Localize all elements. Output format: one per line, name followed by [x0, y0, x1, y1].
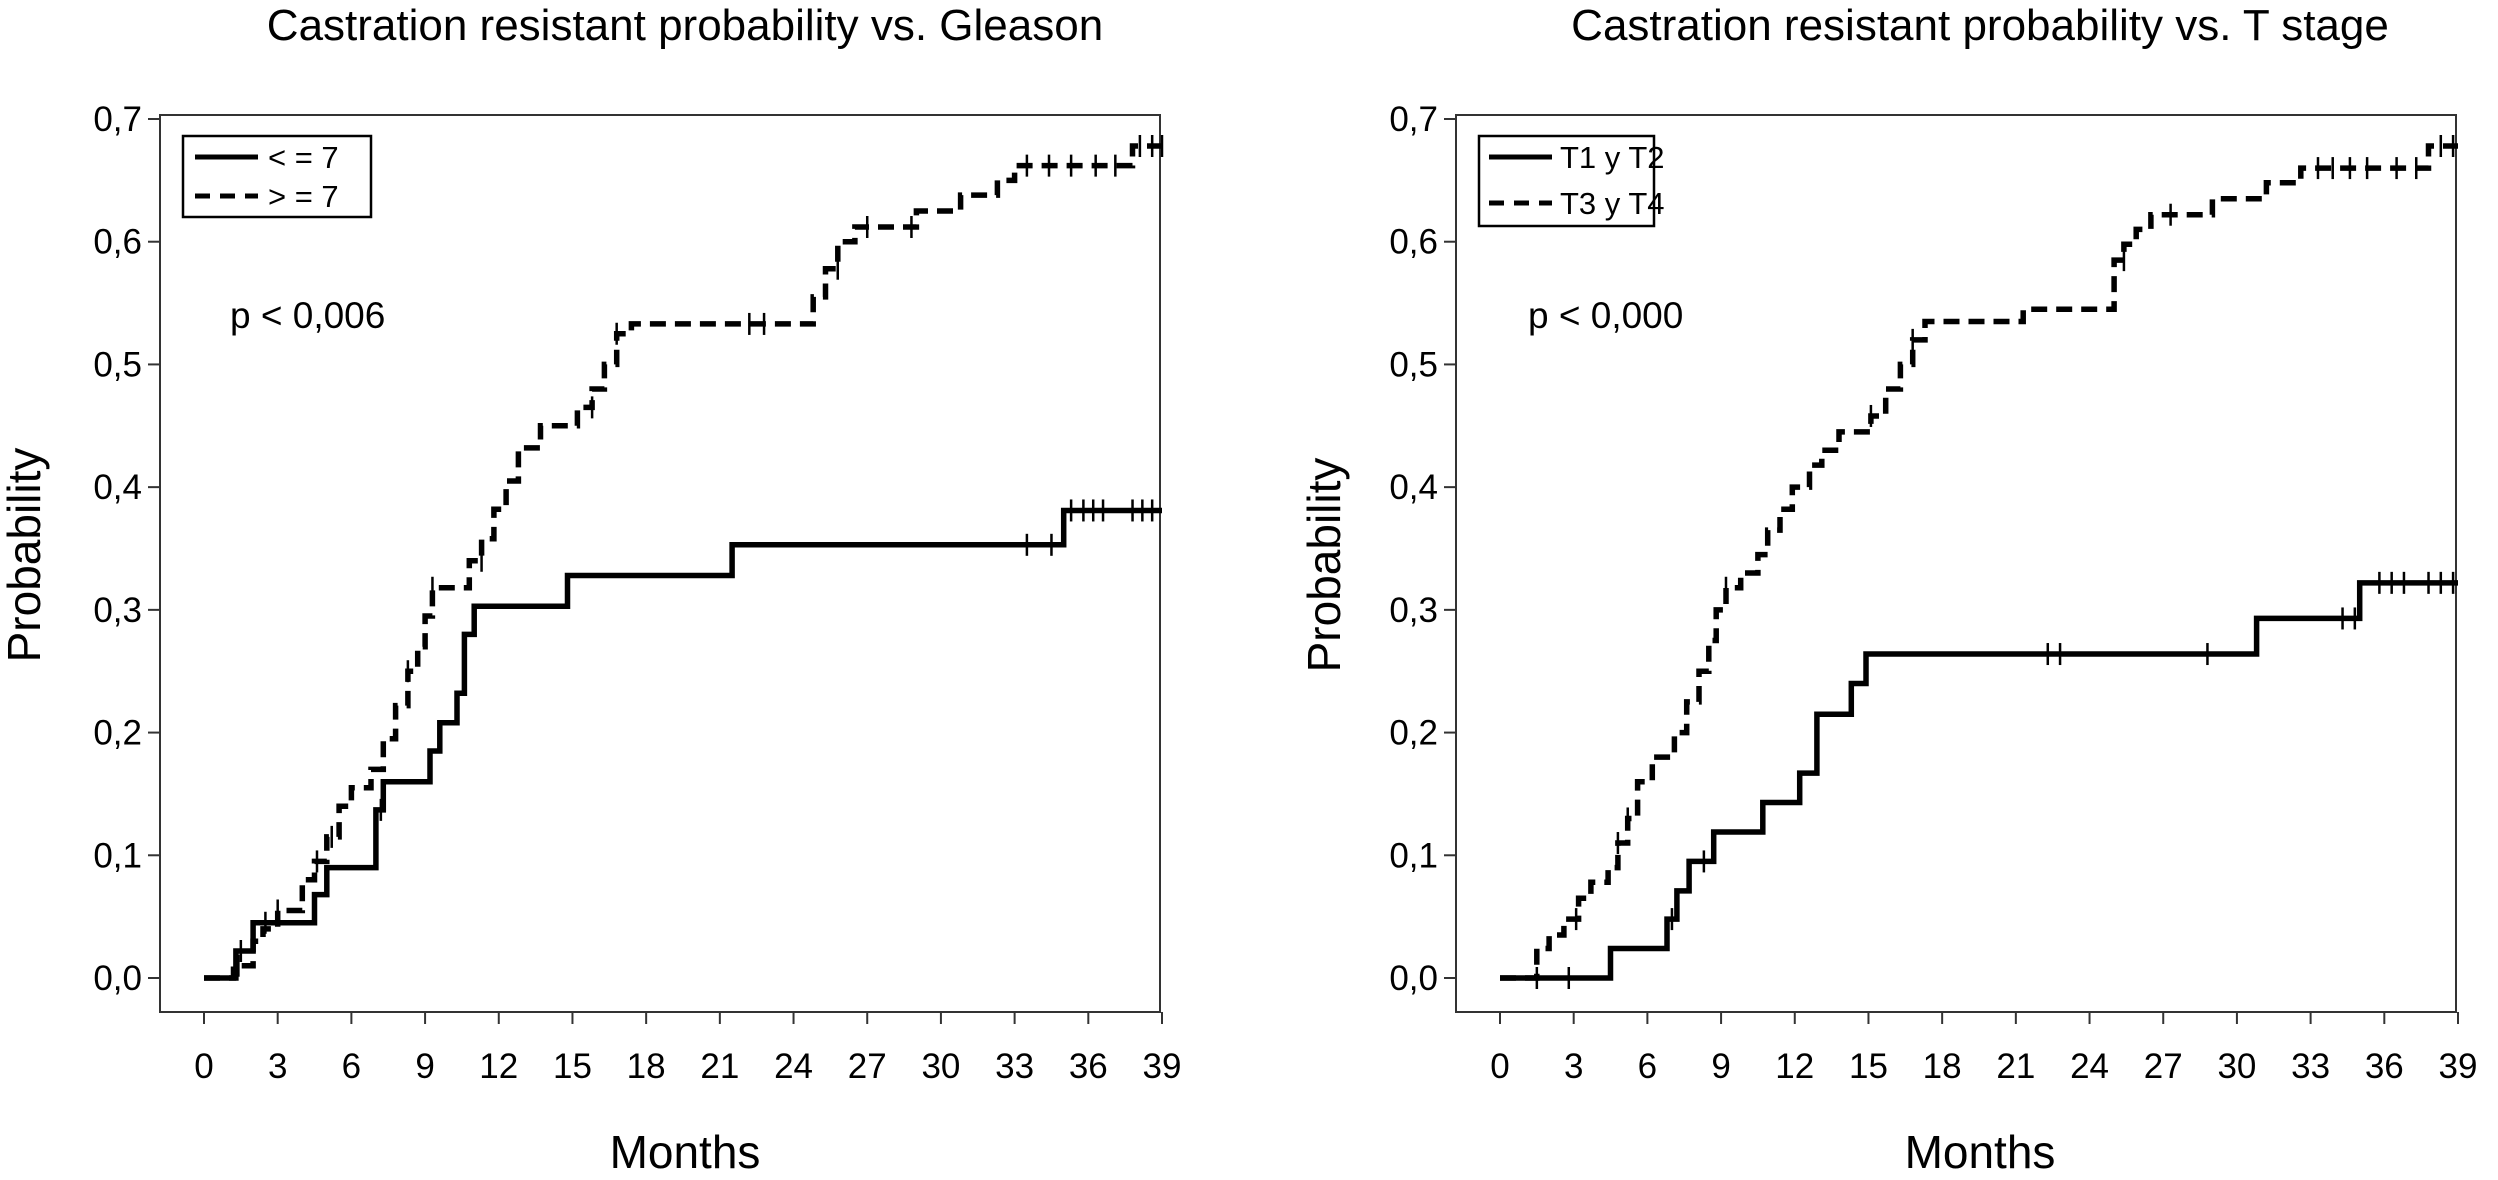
y-tick-label: 0,2 — [93, 714, 142, 753]
chart-title: Castration resistant probability vs. T s… — [1571, 1, 2389, 50]
y-axis: 0,0 0,1 0,2 0,3 0,4 0,5 0,6 0,7 — [93, 100, 160, 998]
x-tick-label: 0 — [1490, 1047, 1509, 1086]
chart-title: Castration resistant probability vs. Gle… — [267, 1, 1103, 50]
x-tick-label: 9 — [415, 1047, 434, 1086]
x-tick-label: 3 — [268, 1047, 287, 1086]
y-tick-label: 0,2 — [1389, 714, 1438, 753]
x-axis: 0 3 6 9 12 15 18 21 24 27 30 33 36 39 — [1490, 1012, 2477, 1086]
x-tick-label: 30 — [921, 1047, 960, 1086]
x-tick-label: 6 — [342, 1047, 361, 1086]
x-tick-label: 15 — [553, 1047, 592, 1086]
x-tick-label: 39 — [1143, 1047, 1182, 1086]
x-axis: 0 3 6 9 12 15 18 21 24 27 30 33 36 39 — [194, 1012, 1181, 1086]
legend: < = 7 > = 7 — [181, 134, 373, 219]
y-tick-label: 0,3 — [1389, 591, 1438, 630]
x-tick-label: 9 — [1711, 1047, 1730, 1086]
curves — [1500, 143, 2458, 981]
x-tick-label: 21 — [1996, 1047, 2035, 1086]
x-tick-label: 12 — [1775, 1047, 1814, 1086]
y-tick-label: 0,6 — [1389, 223, 1438, 262]
y-tick-label: 0,5 — [93, 345, 142, 384]
x-tick-label: 3 — [1564, 1047, 1583, 1086]
legend-label: T1 y T2 — [1560, 140, 1665, 175]
x-tick-label: 18 — [1923, 1047, 1962, 1086]
legend-box — [1477, 134, 1656, 228]
legend-label: T3 y T4 — [1560, 186, 1665, 221]
x-tick-label: 18 — [627, 1047, 666, 1086]
censor-marks — [1535, 134, 2455, 989]
y-tick-label: 0,4 — [1389, 468, 1438, 507]
series-line-dashed — [204, 143, 1162, 981]
legend-label: < = 7 — [268, 140, 339, 175]
x-axis-label: Months — [610, 1126, 761, 1178]
x-tick-label: 0 — [194, 1047, 213, 1086]
p-value-annotation: p < 0,000 — [1528, 295, 1683, 336]
x-tick-label: 39 — [2439, 1047, 2478, 1086]
y-tick-label: 0,3 — [93, 591, 142, 630]
y-axis-label: Probability — [1298, 458, 1350, 673]
censor-marks — [237, 134, 1164, 977]
y-axis-label: Probability — [0, 448, 50, 663]
series-line-solid — [1500, 580, 2458, 981]
x-tick-label: 21 — [700, 1047, 739, 1086]
y-tick-label: 0,1 — [1389, 836, 1438, 875]
series-line-dashed — [1500, 143, 2458, 981]
p-value-annotation: p < 0,006 — [230, 295, 385, 336]
legend-box — [181, 134, 373, 219]
x-tick-label: 24 — [2070, 1047, 2109, 1086]
y-tick-label: 0,0 — [1389, 959, 1438, 998]
y-tick-label: 0,7 — [1389, 100, 1438, 139]
x-tick-label: 36 — [1069, 1047, 1108, 1086]
legend-label: > = 7 — [268, 179, 339, 214]
x-axis-label: Months — [1905, 1126, 2056, 1178]
x-tick-label: 15 — [1849, 1047, 1888, 1086]
x-tick-label: 30 — [2217, 1047, 2256, 1086]
chart-t-stage: Castration resistant probability vs. T s… — [1298, 1, 2477, 1178]
y-tick-label: 0,1 — [93, 836, 142, 875]
plot-frame — [159, 114, 1161, 1013]
plot-frame — [1455, 114, 2457, 1013]
x-tick-label: 6 — [1638, 1047, 1657, 1086]
series-line-solid — [204, 507, 1162, 981]
x-tick-label: 12 — [479, 1047, 518, 1086]
y-tick-label: 0,5 — [1389, 345, 1438, 384]
y-tick-label: 0,0 — [93, 959, 142, 998]
x-tick-label: 33 — [2291, 1047, 2330, 1086]
x-tick-label: 27 — [2144, 1047, 2183, 1086]
legend: T1 y T2 T3 y T4 — [1477, 134, 1665, 228]
x-tick-label: 36 — [2365, 1047, 2404, 1086]
x-tick-label: 24 — [774, 1047, 813, 1086]
y-tick-label: 0,7 — [93, 100, 142, 139]
y-tick-label: 0,6 — [93, 223, 142, 262]
curves — [204, 143, 1162, 981]
x-tick-label: 27 — [848, 1047, 887, 1086]
y-tick-label: 0,4 — [93, 468, 142, 507]
x-tick-label: 33 — [995, 1047, 1034, 1086]
chart-gleason: Castration resistant probability vs. Gle… — [0, 1, 1181, 1178]
y-axis: 0,0 0,1 0,2 0,3 0,4 0,5 0,6 0,7 — [1389, 100, 1456, 998]
